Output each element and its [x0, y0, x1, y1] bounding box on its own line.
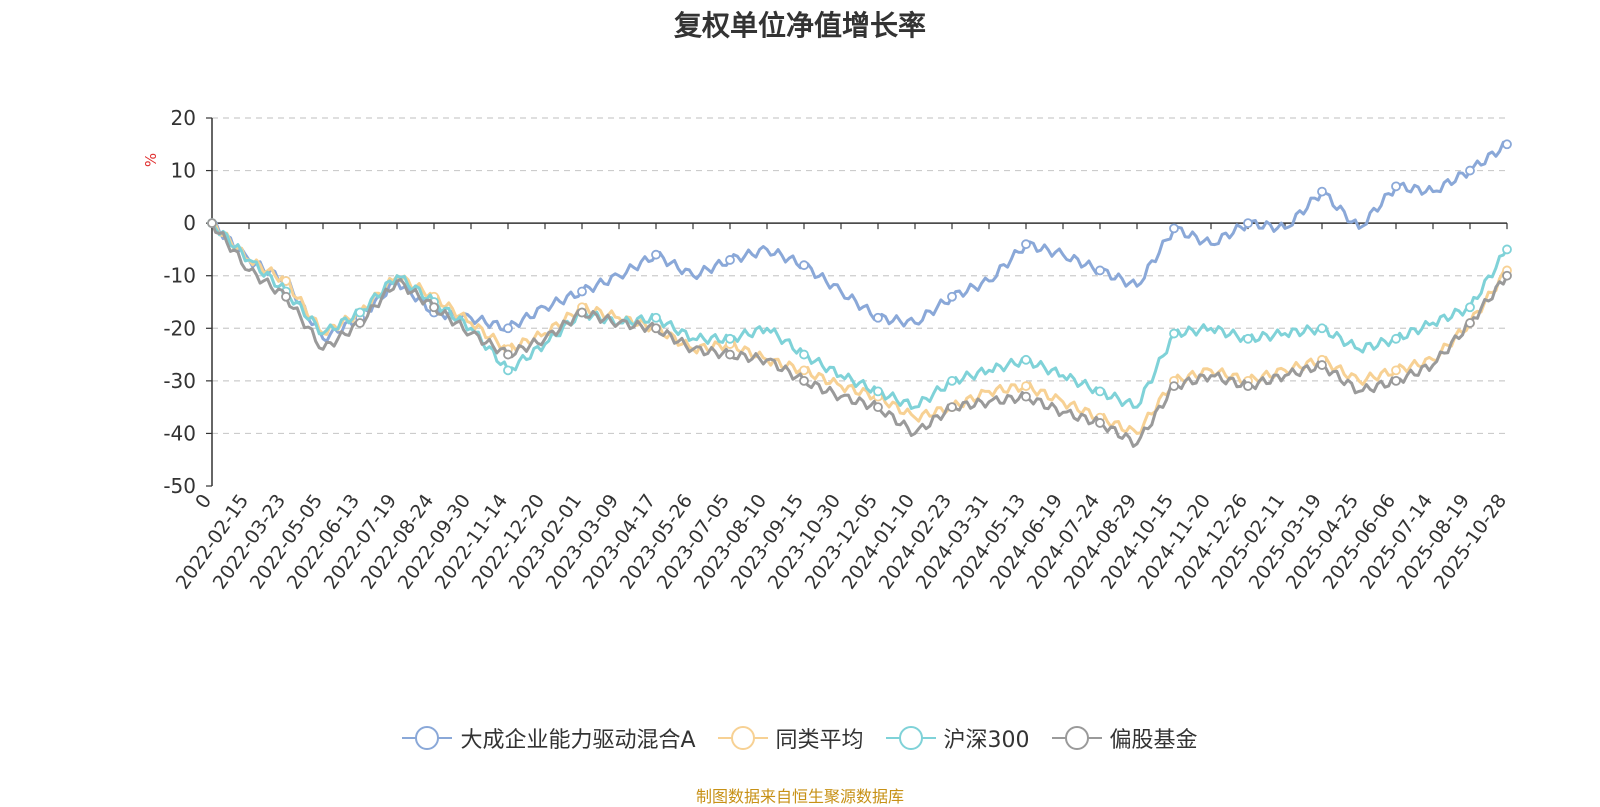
- y-tick-label: -20: [163, 316, 196, 340]
- data-point: [1169, 223, 1179, 234]
- data-point: [947, 375, 957, 386]
- source-note: 制图数据来自恒生聚源数据库: [695, 787, 904, 806]
- y-tick-label: -10: [163, 264, 196, 288]
- data-point: [1095, 418, 1105, 428]
- data-point: [725, 349, 735, 360]
- legend-marker-icon: [1051, 726, 1102, 750]
- data-point: [1317, 360, 1327, 370]
- legend-marker-icon: [717, 726, 768, 750]
- data-point: [355, 318, 365, 328]
- data-point: [1243, 218, 1253, 229]
- data-point: [1021, 239, 1031, 250]
- legend-label: 沪深300: [943, 728, 1030, 753]
- data-point: [1169, 381, 1179, 392]
- y-tick-label: -40: [163, 421, 196, 445]
- data-point: [1317, 323, 1327, 334]
- data-point: [651, 249, 661, 260]
- y-axis-label: %: [142, 153, 160, 167]
- data-point: [577, 286, 587, 297]
- data-point: [873, 402, 883, 413]
- y-tick-label: 0: [183, 211, 196, 235]
- data-point: [429, 302, 439, 313]
- data-point: [873, 312, 883, 323]
- data-point: [1095, 265, 1105, 276]
- legend-label: 大成企业能力驱动混合A: [460, 728, 696, 753]
- data-point: [1465, 318, 1475, 328]
- data-point: [1021, 381, 1031, 392]
- data-point: [725, 255, 735, 265]
- legend-label: 偏股基金: [1109, 728, 1198, 753]
- data-point: [1317, 186, 1327, 197]
- data-point: [947, 291, 957, 302]
- data-point: [1021, 391, 1031, 402]
- series-line: [211, 140, 1508, 343]
- data-point: [577, 307, 587, 318]
- data-point: [799, 349, 809, 360]
- data-point: [799, 365, 809, 376]
- chart-title: 复权单位净值增长率: [673, 9, 926, 42]
- data-point: [503, 323, 513, 334]
- legend-item[interactable]: 同类平均: [717, 722, 864, 754]
- data-point: [503, 349, 513, 360]
- data-point: [947, 402, 957, 413]
- data-point: [799, 375, 809, 386]
- data-point: [1391, 181, 1401, 192]
- data-point: [281, 276, 291, 286]
- data-point: [1391, 333, 1401, 344]
- legend-item[interactable]: 沪深300: [885, 722, 1030, 754]
- data-point: [503, 365, 513, 376]
- y-tick-label: -30: [163, 369, 196, 393]
- data-point: [651, 312, 661, 323]
- data-point: [651, 323, 661, 334]
- y-tick-label: 20: [171, 106, 196, 130]
- x-tick-label: 0: [191, 490, 216, 513]
- data-point: [725, 333, 735, 344]
- series-layer: [207, 139, 1512, 448]
- legend-item[interactable]: 偏股基金: [1051, 722, 1198, 754]
- data-point: [1502, 270, 1512, 281]
- data-point: [873, 386, 883, 397]
- y-tick-label: -50: [163, 474, 196, 498]
- legend-item[interactable]: 大成企业能力驱动混合A: [402, 722, 696, 754]
- y-tick-label: 10: [171, 159, 196, 183]
- data-point: [1465, 302, 1475, 313]
- data-point: [799, 260, 809, 271]
- legend-label: 同类平均: [775, 728, 864, 753]
- data-point: [1243, 333, 1253, 344]
- series-line: [210, 222, 1509, 448]
- grid-layer: [212, 117, 1507, 435]
- data-point: [1095, 386, 1105, 397]
- data-point: [355, 307, 365, 318]
- data-point: [1243, 381, 1253, 392]
- data-point: [1169, 328, 1179, 339]
- data-point: [1502, 244, 1512, 255]
- series-line: [210, 222, 1509, 410]
- data-point: [1391, 375, 1401, 386]
- data-point: [1465, 165, 1475, 176]
- data-point: [1021, 354, 1031, 365]
- data-point: [1502, 139, 1512, 150]
- data-point: [281, 291, 291, 302]
- axis-layer: 20100-10-20-30-40-5002022-02-152022-03-2…: [163, 106, 1511, 593]
- data-point: [1391, 365, 1401, 376]
- data-point: [207, 218, 217, 229]
- legend-marker-icon: [885, 726, 936, 750]
- legend-marker-icon: [402, 726, 453, 750]
- legend: 大成企业能力驱动混合A 同类平均 沪深300 偏股基金: [0, 722, 1600, 754]
